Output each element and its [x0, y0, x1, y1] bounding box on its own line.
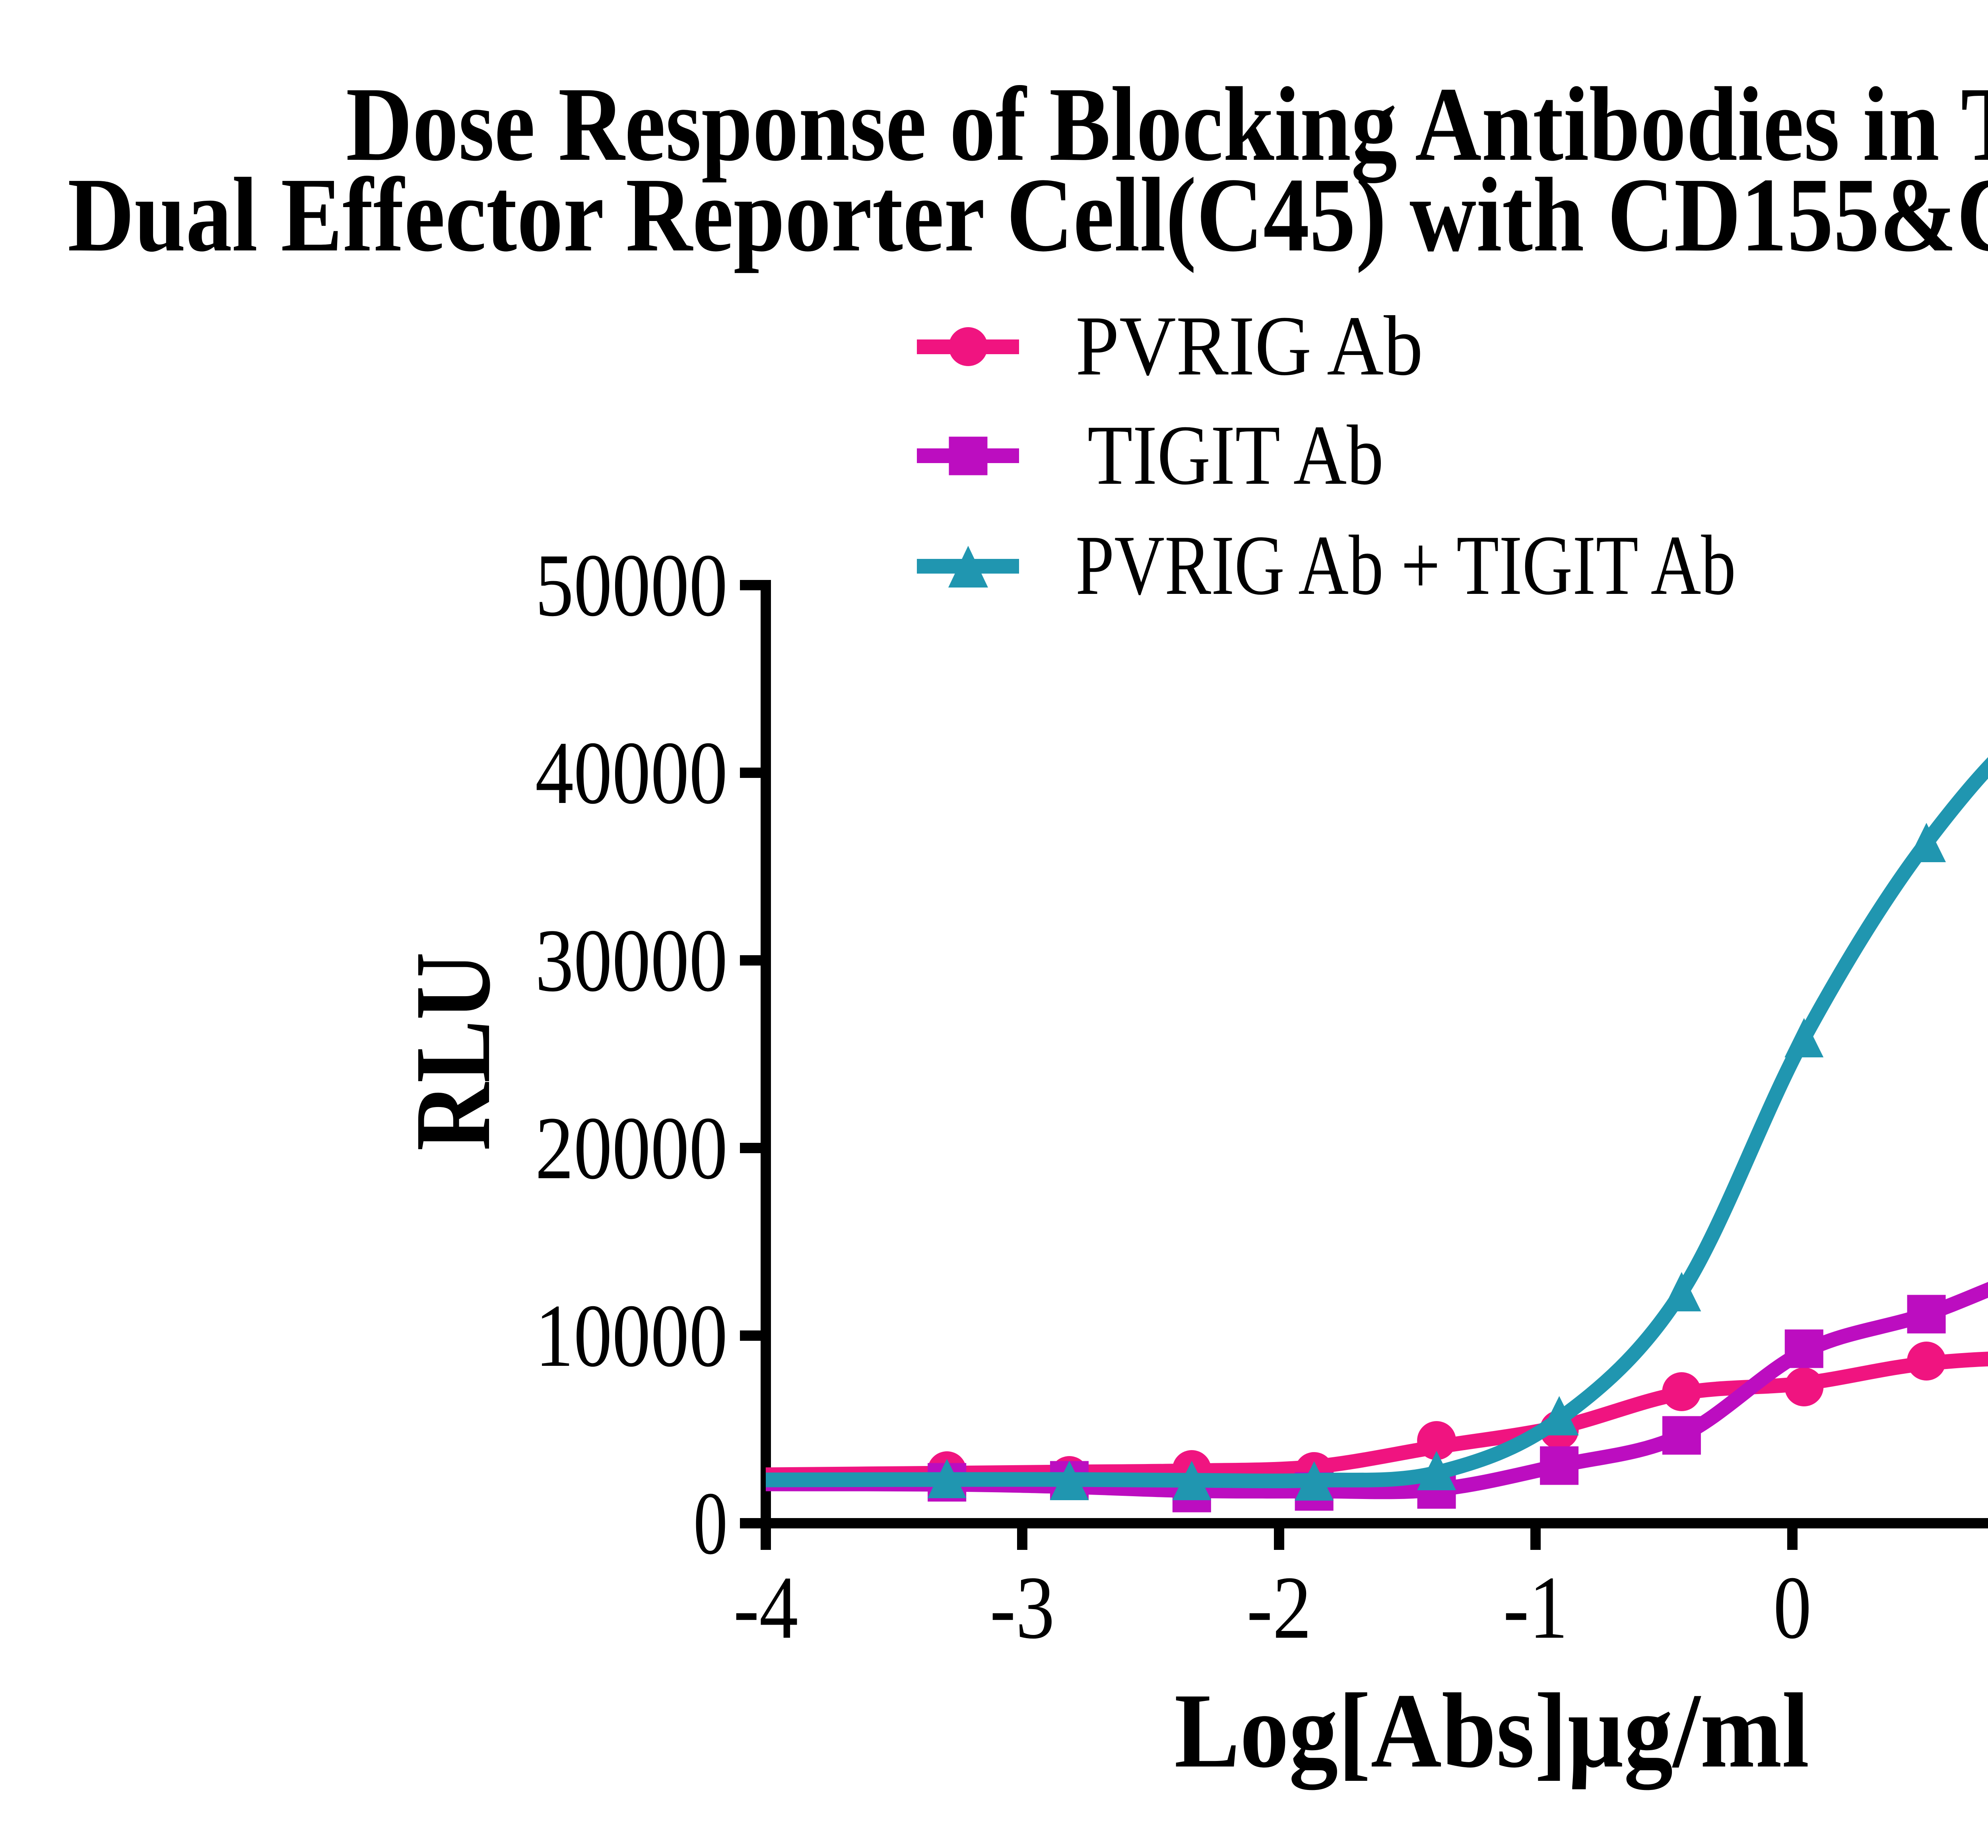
svg-text:TIGIT Ab: TIGIT Ab: [1087, 407, 1384, 502]
svg-text:PVRIG Ab: PVRIG Ab: [1076, 298, 1423, 393]
svg-text:RLU: RLU: [393, 952, 513, 1151]
svg-text:Dose Response of Blocking Anti: Dose Response of Blocking Antibodies in …: [346, 65, 1988, 185]
svg-text:30000: 30000: [535, 911, 728, 1010]
svg-text:-4: -4: [734, 1558, 798, 1657]
svg-text:-1: -1: [1503, 1558, 1568, 1657]
svg-text:10000: 10000: [535, 1286, 728, 1385]
svg-text:40000: 40000: [535, 723, 728, 822]
svg-text:0: 0: [693, 1474, 728, 1573]
svg-text:-3: -3: [990, 1558, 1055, 1657]
svg-text:Dual Effector Reporter Cell(C4: Dual Effector Reporter Cell(C45) with CD…: [68, 156, 1988, 273]
svg-text:50000: 50000: [535, 535, 728, 635]
svg-text:-2: -2: [1247, 1558, 1312, 1657]
svg-text:PVRIG Ab + TIGIT Ab: PVRIG Ab + TIGIT Ab: [1076, 518, 1736, 613]
svg-text:Log[Abs]µg/ml: Log[Abs]µg/ml: [1175, 1672, 1809, 1792]
svg-text:0: 0: [1773, 1558, 1811, 1657]
svg-text:20000: 20000: [535, 1098, 728, 1198]
